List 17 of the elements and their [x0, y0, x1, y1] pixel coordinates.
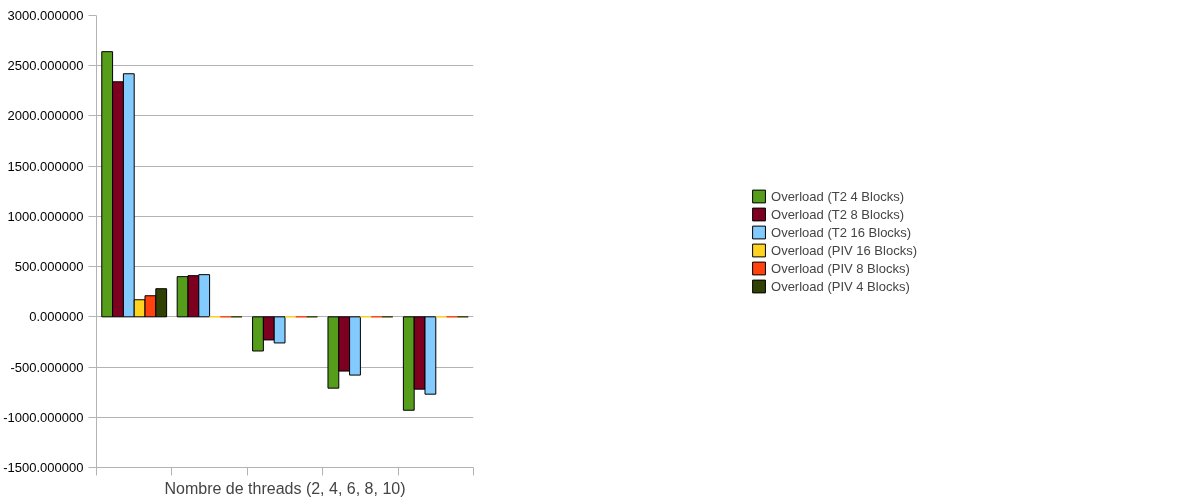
y-tick-label: 0.000000: [29, 309, 84, 325]
legend-label: Overload (PIV 8 Blocks): [771, 260, 910, 276]
y-tick-label: 2500.000000: [7, 58, 84, 74]
legend-label: Overload (T2 4 Blocks): [771, 188, 904, 204]
y-tick-label: 3000.000000: [7, 8, 84, 23]
y-tick-label: 2000.000000: [7, 108, 84, 124]
y-tick-label: -500.000000: [10, 359, 84, 375]
y-tick-label: 500.000000: [14, 259, 84, 275]
y-tick-label: 1500.000000: [7, 158, 84, 174]
legend-label: Overload (PIV 16 Blocks): [771, 242, 917, 258]
legend-label: Overload (T2 8 Blocks): [771, 206, 904, 222]
y-tick-label: -1000.000000: [3, 409, 84, 425]
y-tick-label: 1000.000000: [7, 208, 84, 224]
x-axis-title: Nombre de threads (2, 4, 6, 8, 10): [164, 479, 406, 497]
legend-label: Overload (T2 16 Blocks): [771, 224, 912, 240]
legend-label: Overload (PIV 4 Blocks): [771, 278, 910, 294]
y-tick-label: -1500.000000: [3, 460, 84, 475]
